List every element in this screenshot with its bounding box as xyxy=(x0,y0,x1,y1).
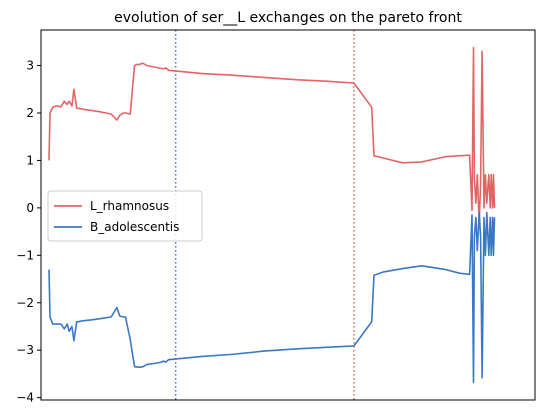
legend: L_rhamnosus B_adolescentis xyxy=(47,190,203,242)
y-axis: 3 2 1 0 −1 −2 −3 −4 xyxy=(16,59,41,405)
y-tick-label: −2 xyxy=(16,296,34,310)
legend-label: L_rhamnosus xyxy=(90,199,169,213)
series-line-l-rhamnosus xyxy=(48,46,496,223)
series-line-b-adolescentis xyxy=(48,211,496,384)
y-tick-label: 1 xyxy=(26,153,34,167)
y-tick-label: −1 xyxy=(16,248,34,262)
y-tick-label: 3 xyxy=(26,59,34,73)
legend-box xyxy=(47,190,203,242)
y-tick-label: 0 xyxy=(26,201,34,215)
plot-frame xyxy=(40,29,536,401)
chart-title: evolution of ser__L exchanges on the par… xyxy=(114,10,462,26)
y-tick-label: −4 xyxy=(16,391,34,405)
legend-label: B_adolescentis xyxy=(90,220,179,234)
y-tick-label: 2 xyxy=(26,106,34,120)
y-tick-label: −3 xyxy=(16,343,34,357)
